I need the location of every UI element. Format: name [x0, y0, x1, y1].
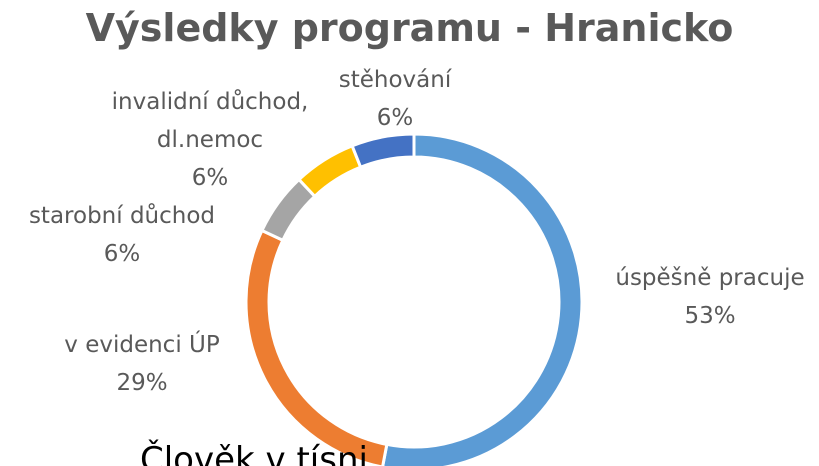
- data-label: stěhování 6%: [300, 61, 490, 137]
- value-label: 29%: [116, 370, 168, 396]
- category-label: starobní důchod: [28, 203, 216, 229]
- category-label: úspěšně pracuje: [615, 265, 805, 291]
- doughnut-segment: [244, 228, 389, 466]
- footer-text: Člověk v tísni: [140, 440, 368, 466]
- value-label: 6%: [103, 241, 141, 267]
- data-label: v evidenci ÚP 29%: [22, 326, 262, 402]
- category-label: stěhování: [338, 67, 452, 93]
- doughnut-segment: [381, 132, 584, 466]
- value-label: 53%: [684, 303, 736, 329]
- category-label: invalidní důchod, dl.nemoc: [111, 89, 309, 153]
- doughnut-segment: [350, 132, 416, 170]
- value-label: 6%: [191, 165, 229, 191]
- chart-title: Výsledky programu - Hranicko: [85, 6, 734, 50]
- data-label: úspěšně pracuje 53%: [590, 259, 819, 335]
- data-label: starobní důchod 6%: [2, 197, 242, 273]
- category-label: v evidenci ÚP: [64, 332, 220, 358]
- value-label: 6%: [376, 105, 414, 131]
- data-label: invalidní důchod, dl.nemoc 6%: [90, 83, 330, 197]
